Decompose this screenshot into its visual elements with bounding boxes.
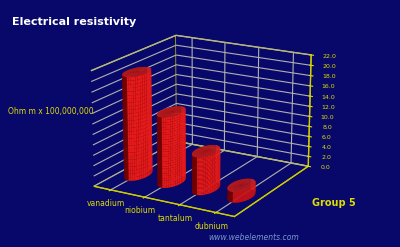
Text: Ohm m x 100,000,000: Ohm m x 100,000,000 <box>8 107 94 116</box>
Text: Electrical resistivity: Electrical resistivity <box>12 17 136 27</box>
Text: www.webelements.com: www.webelements.com <box>208 233 299 242</box>
Text: Group 5: Group 5 <box>312 198 356 207</box>
